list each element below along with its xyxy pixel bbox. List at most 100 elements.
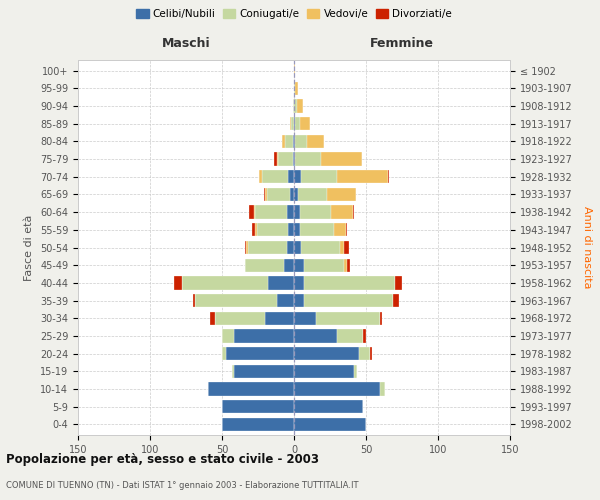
Bar bbox=[222, 330, 233, 342]
Bar bbox=[327, 188, 356, 201]
Bar bbox=[257, 223, 288, 236]
Bar bbox=[334, 223, 346, 236]
Bar bbox=[294, 382, 380, 396]
Bar bbox=[293, 100, 294, 112]
Bar bbox=[293, 152, 294, 166]
Bar bbox=[233, 330, 294, 342]
Bar bbox=[208, 382, 294, 396]
Bar bbox=[355, 364, 358, 378]
Bar bbox=[337, 170, 388, 183]
Bar bbox=[304, 258, 344, 272]
Bar bbox=[363, 330, 366, 342]
Bar bbox=[394, 294, 399, 307]
Bar bbox=[268, 276, 294, 289]
Bar bbox=[322, 152, 362, 166]
Bar bbox=[245, 258, 284, 272]
Bar bbox=[294, 64, 295, 77]
Bar bbox=[222, 400, 294, 413]
Bar bbox=[288, 170, 294, 183]
Bar bbox=[294, 312, 316, 325]
Legend: Celibi/Nubili, Coniugati/e, Vedovi/e, Divorziati/e: Celibi/Nubili, Coniugati/e, Vedovi/e, Di… bbox=[134, 7, 454, 22]
Bar bbox=[294, 418, 366, 431]
Bar bbox=[278, 152, 293, 166]
Bar bbox=[295, 117, 300, 130]
Bar bbox=[232, 364, 233, 378]
Bar bbox=[316, 312, 380, 325]
Bar bbox=[304, 276, 395, 289]
Text: Maschi: Maschi bbox=[161, 38, 211, 51]
Bar bbox=[250, 206, 254, 219]
Text: Popolazione per età, sesso e stato civile - 2003: Popolazione per età, sesso e stato civil… bbox=[6, 452, 319, 466]
Bar bbox=[294, 134, 295, 148]
Bar bbox=[298, 188, 327, 201]
Bar bbox=[277, 294, 294, 307]
Bar bbox=[266, 188, 290, 201]
Bar bbox=[265, 312, 294, 325]
Bar bbox=[247, 241, 248, 254]
Bar bbox=[347, 258, 350, 272]
Bar bbox=[344, 258, 347, 272]
Bar bbox=[294, 330, 337, 342]
Bar bbox=[222, 418, 294, 431]
Y-axis label: Fasce di età: Fasce di età bbox=[25, 214, 34, 280]
Bar bbox=[277, 152, 278, 166]
Bar bbox=[331, 206, 353, 219]
Bar bbox=[294, 170, 301, 183]
Bar bbox=[290, 117, 291, 130]
Bar bbox=[211, 312, 215, 325]
Bar bbox=[294, 117, 295, 130]
Bar bbox=[359, 347, 370, 360]
Bar bbox=[290, 188, 294, 201]
Bar bbox=[193, 294, 194, 307]
Bar bbox=[293, 134, 294, 148]
Bar bbox=[233, 364, 294, 378]
Bar bbox=[395, 276, 402, 289]
Bar bbox=[346, 223, 347, 236]
Bar bbox=[294, 241, 301, 254]
Bar bbox=[294, 82, 295, 95]
Bar bbox=[295, 152, 322, 166]
Bar bbox=[300, 206, 331, 219]
Bar bbox=[264, 188, 265, 201]
Bar bbox=[274, 152, 277, 166]
Bar bbox=[294, 206, 300, 219]
Bar bbox=[215, 312, 265, 325]
Bar bbox=[294, 100, 297, 112]
Bar bbox=[300, 223, 334, 236]
Bar bbox=[295, 134, 307, 148]
Bar bbox=[301, 241, 340, 254]
Bar bbox=[353, 206, 355, 219]
Bar bbox=[294, 223, 300, 236]
Bar bbox=[300, 117, 310, 130]
Bar bbox=[287, 241, 294, 254]
Bar bbox=[294, 347, 359, 360]
Bar bbox=[259, 170, 262, 183]
Bar bbox=[252, 223, 255, 236]
Bar bbox=[286, 134, 293, 148]
Bar bbox=[222, 347, 226, 360]
Bar bbox=[226, 347, 294, 360]
Bar bbox=[294, 276, 304, 289]
Bar bbox=[294, 364, 355, 378]
Bar bbox=[307, 134, 324, 148]
Bar bbox=[295, 82, 298, 95]
Bar bbox=[265, 188, 266, 201]
Bar bbox=[294, 188, 298, 201]
Bar bbox=[182, 276, 268, 289]
Bar bbox=[340, 241, 344, 254]
Bar bbox=[294, 152, 295, 166]
Bar bbox=[344, 241, 349, 254]
Bar bbox=[370, 347, 372, 360]
Bar bbox=[175, 276, 182, 289]
Bar bbox=[294, 400, 363, 413]
Bar bbox=[291, 117, 294, 130]
Bar bbox=[337, 330, 363, 342]
Bar bbox=[294, 258, 304, 272]
Bar bbox=[380, 312, 382, 325]
Bar bbox=[284, 258, 294, 272]
Bar bbox=[294, 294, 304, 307]
Bar bbox=[245, 241, 247, 254]
Bar bbox=[388, 170, 389, 183]
Bar bbox=[248, 241, 287, 254]
Bar bbox=[283, 134, 286, 148]
